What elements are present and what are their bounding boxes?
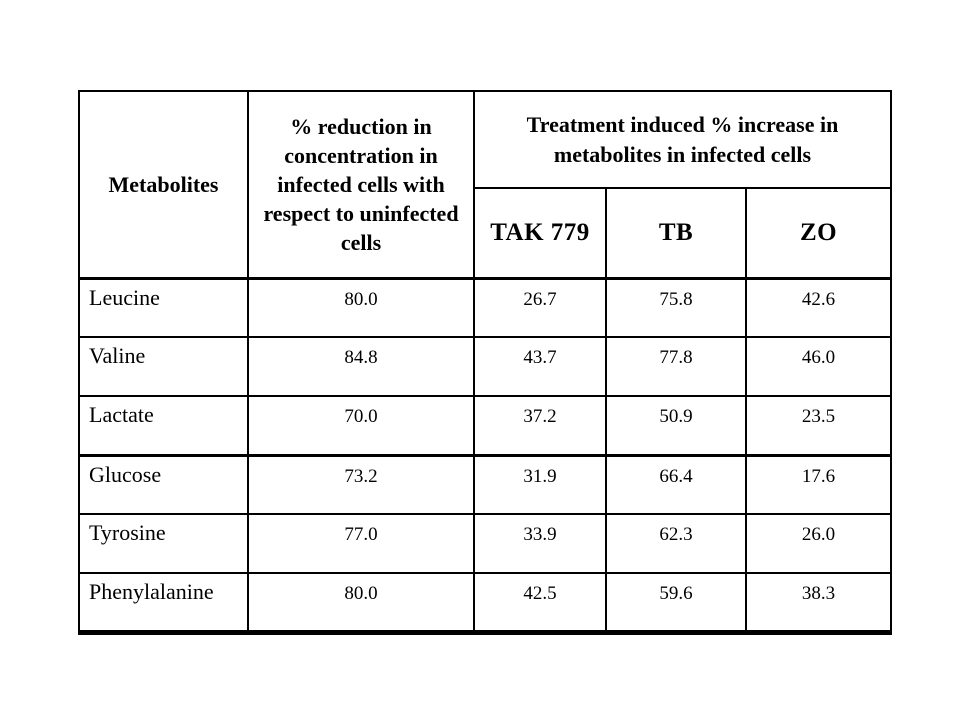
metabolite-name-cell: Leucine (78, 276, 249, 338)
metabolites-header-cell: Metabolites (78, 90, 249, 279)
reduction-value-cell: 73.2 (247, 453, 475, 515)
tak779-value-cell: 31.9 (473, 453, 607, 515)
tb-value-cell: 50.9 (605, 395, 747, 456)
reduction-value-cell: 84.8 (247, 336, 475, 397)
tak779-value-cell: 43.7 (473, 336, 607, 397)
header-row-treatments: TAK 779 TB ZO (79, 187, 892, 279)
header-row-top: Metabolites % reduction in concentration… (78, 90, 892, 279)
zo-value-cell: 26.0 (745, 513, 892, 574)
tb-value-cell: 62.3 (605, 513, 747, 574)
table-row: Tyrosine 77.0 33.9 62.3 26.0 (78, 513, 892, 574)
reduction-value-cell: 70.0 (247, 395, 475, 456)
metabolites-table: Metabolites % reduction in concentration… (78, 90, 892, 635)
metabolite-name-cell: Glucose (78, 453, 249, 515)
zo-value-cell: 42.6 (745, 276, 892, 338)
tb-value-cell: 59.6 (605, 572, 747, 633)
zo-value-cell: 23.5 (745, 395, 892, 456)
reduction-header-cell: % reduction in concentration in infected… (247, 90, 475, 279)
metabolite-name-cell: Tyrosine (78, 513, 249, 574)
tb-value-cell: 75.8 (605, 276, 747, 338)
table-row: Valine 84.8 43.7 77.8 46.0 (78, 336, 892, 397)
tb-value-cell: 77.8 (605, 336, 747, 397)
tb-header-cell: TB (605, 187, 747, 279)
tak779-value-cell: 42.5 (473, 572, 607, 633)
table-row: Lactate 70.0 37.2 50.9 23.5 (78, 395, 892, 456)
zo-value-cell: 46.0 (745, 336, 892, 397)
tak779-value-cell: 33.9 (473, 513, 607, 574)
table-row: Glucose 73.2 31.9 66.4 17.6 (78, 453, 892, 515)
reduction-value-cell: 80.0 (247, 276, 475, 338)
table-row: Phenylalanine 80.0 42.5 59.6 38.3 (78, 572, 892, 633)
metabolite-name-cell: Lactate (78, 395, 249, 456)
table-row: Leucine 80.0 26.7 75.8 42.6 (78, 276, 892, 338)
reduction-value-cell: 80.0 (247, 572, 475, 633)
metabolite-name-cell: Valine (78, 336, 249, 397)
treatment-group-header-cell: Treatment induced % increase in metaboli… (473, 90, 892, 189)
tb-value-cell: 66.4 (605, 453, 747, 515)
reduction-value-cell: 77.0 (247, 513, 475, 574)
zo-value-cell: 38.3 (745, 572, 892, 633)
metabolite-name-cell: Phenylalanine (78, 572, 249, 633)
zo-header-cell: ZO (745, 187, 892, 279)
tak779-value-cell: 37.2 (473, 395, 607, 456)
tak779-header-cell: TAK 779 (473, 187, 607, 279)
zo-value-cell: 17.6 (745, 453, 892, 515)
tak779-value-cell: 26.7 (473, 276, 607, 338)
